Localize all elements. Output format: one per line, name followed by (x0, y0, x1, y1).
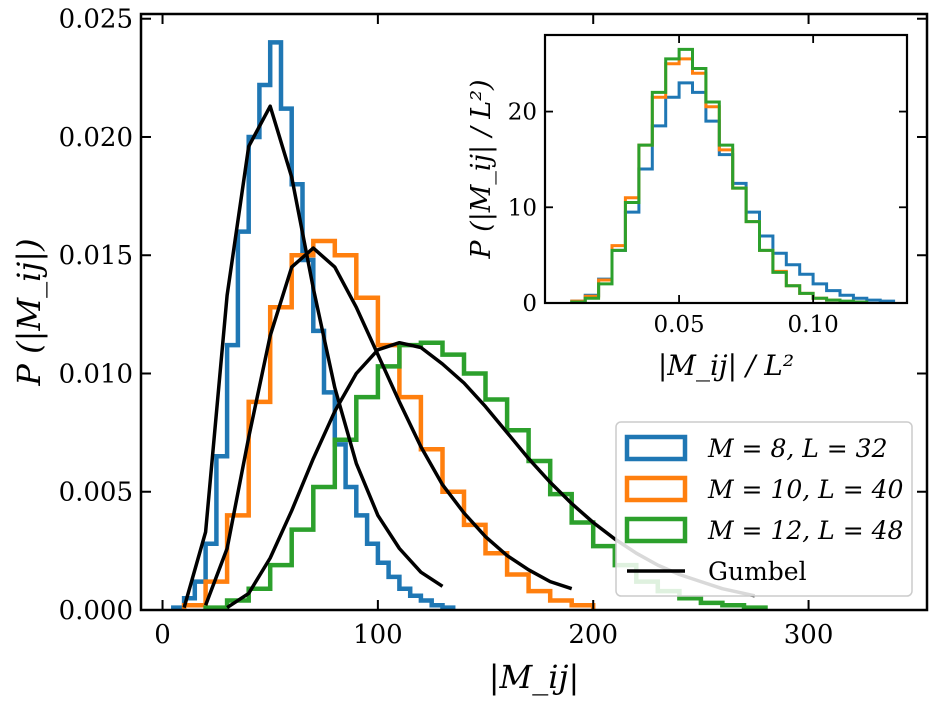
gumbel-fit-curve-1 (203, 246, 573, 606)
main-y-axis-label: P (|M_ij|) (10, 238, 48, 386)
inset-x-tick-label: 0.10 (788, 312, 839, 338)
main-plot-frame (139, 12, 929, 612)
inset-histogram-series-2 (570, 47, 869, 304)
legend-label-0: M = 8, L = 32 (707, 434, 888, 463)
main-x-tick-label: 200 (568, 620, 618, 650)
main-x-tick-label: 100 (353, 620, 403, 650)
inset-y-tick-label: 20 (508, 100, 537, 126)
inset-y-ticks: 0 10 20 (508, 100, 907, 317)
main-y-tick-label: 0.015 (59, 241, 133, 271)
legend-swatch-1 (624, 475, 688, 503)
main-y-tick-label: 0.025 (59, 5, 133, 35)
gumbel-fit-curve-0 (182, 104, 444, 609)
legend-label-3: Gumbel (708, 557, 807, 586)
main-x-ticks: 0 100 200 300 (154, 14, 833, 650)
legend-entries: M = 8, L = 32 M = 10, L = 40 M = 12, L = 4… (624, 434, 903, 586)
inset-x-axis-label: |M_ij| / L² (658, 349, 794, 382)
main-y-ticks: 0.000 0.005 0.010 0.015 0.020 0.025 (59, 5, 927, 626)
inset-x-ticks: 0.05 0.10 (653, 35, 839, 338)
legend-label-1: M = 10, L = 40 (707, 475, 903, 504)
inset-y-axis-label: P (|M_ij| / L²) (466, 79, 497, 259)
main-y-tick-label: 0.010 (59, 359, 133, 389)
legend-swatch-0 (624, 434, 688, 462)
legend: M = 8, L = 32 M = 10, L = 40 M = 12, L = 4… (615, 421, 913, 597)
main-x-tick-label: 300 (784, 620, 834, 650)
inset-axes: 0.05 0.10 0 10 20 |M_ij| / L² P (|M_ij| / L… (466, 33, 909, 382)
main-axes: 0 100 200 300 0.0000.0050.0100.0150.0200.02… (10, 5, 929, 696)
legend-frame (615, 421, 913, 597)
legend-label-2: M = 12, L = 48 (707, 516, 903, 545)
main-series-layer (171, 40, 768, 610)
inset-x-tick-label: 0.05 (653, 312, 704, 338)
inset-y-tick-label: 10 (508, 195, 537, 221)
inset-y-tick-label: 0 (522, 291, 537, 317)
legend-swatch-2 (624, 516, 688, 544)
main-x-axis-label: |M_ij| (489, 658, 579, 696)
inset-background (545, 35, 907, 303)
inset-series-layer (570, 47, 896, 304)
main-y-tick-label: 0.000 (59, 596, 133, 626)
main-x-tick-label: 0 (154, 620, 171, 650)
inset-plot-frame (543, 33, 909, 305)
main-y-tick-label: 0.005 (59, 478, 133, 508)
main-y-tick-label: 0.020 (59, 123, 133, 153)
